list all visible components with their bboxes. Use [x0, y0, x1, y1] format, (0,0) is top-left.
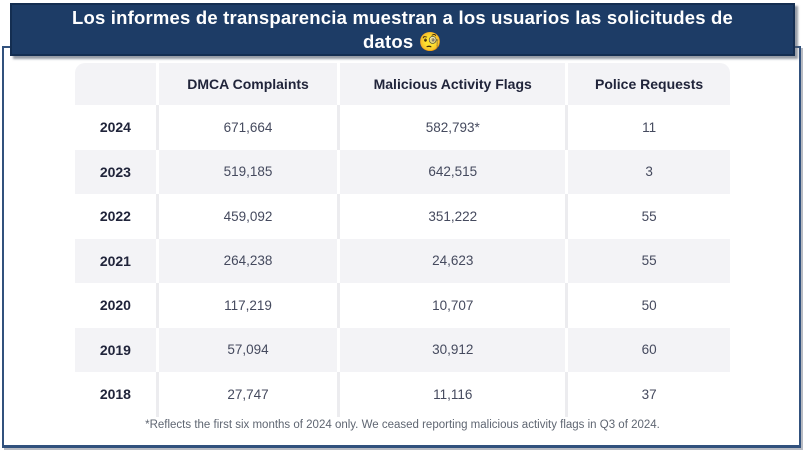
year-cell: 2020 [75, 283, 159, 328]
malicious-activity-flags-cell: 11,116 [340, 372, 569, 417]
table-row: 2021 264,238 24,623 55 [75, 238, 730, 283]
police-requests-cell: 50 [641, 297, 657, 313]
malicious-activity-flags-cell: 582,793* [340, 105, 569, 150]
year-cell: 2018 [75, 372, 159, 417]
year-cell: 2024 [75, 105, 159, 150]
table-row: 2022 459,092 351,222 55 [75, 194, 730, 239]
header-dmca-complaints: DMCA Complaints [159, 63, 341, 105]
dmca-complaints-cell: 27,747 [159, 372, 341, 417]
police-requests-cell: 60 [641, 342, 657, 358]
police-requests-cell: 55 [641, 208, 657, 224]
year-cell: 2021 [75, 238, 159, 283]
table-row: 2024 671,664 582,793* 11 [75, 105, 730, 150]
malicious-activity-flags-cell: 351,222 [340, 194, 569, 239]
dmca-complaints-cell: 519,185 [159, 149, 341, 194]
header-year [75, 63, 159, 105]
banner-title: Los informes de transparencia muestran a… [71, 6, 734, 52]
dmca-complaints-cell: 117,219 [159, 283, 341, 328]
year-cell: 2023 [75, 149, 159, 194]
table-row: 2020 117,219 10,707 50 [75, 283, 730, 328]
malicious-activity-flags-cell: 642,515 [340, 149, 569, 194]
table-row: 2023 519,185 642,515 3 [75, 149, 730, 194]
police-requests-cell: 55 [641, 253, 657, 269]
table-header-row: DMCA Complaints Malicious Activity Flags… [75, 63, 730, 105]
dmca-complaints-cell: 671,664 [159, 105, 341, 150]
malicious-activity-flags-cell: 10,707 [340, 283, 569, 328]
transparency-table: DMCA Complaints Malicious Activity Flags… [75, 63, 730, 437]
dmca-complaints-cell: 264,238 [159, 238, 341, 283]
table-footnote: *Reflects the first six months of 2024 o… [75, 416, 730, 437]
police-requests-cell: 11 [642, 119, 657, 135]
table-body: 2024 671,664 582,793* 11 2023 519,185 64… [75, 105, 730, 417]
table-row: 2019 57,094 30,912 60 [75, 327, 730, 372]
police-requests-cell: 37 [641, 386, 657, 402]
header-malicious-activity-flags: Malicious Activity Flags [340, 63, 569, 105]
table-row: 2018 27,747 11,116 37 [75, 372, 730, 417]
header-police-requests: Police Requests [595, 76, 704, 92]
year-cell: 2022 [75, 194, 159, 239]
malicious-activity-flags-cell: 24,623 [340, 238, 569, 283]
dmca-complaints-cell: 459,092 [159, 194, 341, 239]
title-banner: Los informes de transparencia muestran a… [10, 3, 795, 56]
dmca-complaints-cell: 57,094 [159, 327, 341, 372]
year-cell: 2019 [75, 327, 159, 372]
police-requests-cell: 3 [645, 164, 653, 180]
malicious-activity-flags-cell: 30,912 [340, 327, 569, 372]
